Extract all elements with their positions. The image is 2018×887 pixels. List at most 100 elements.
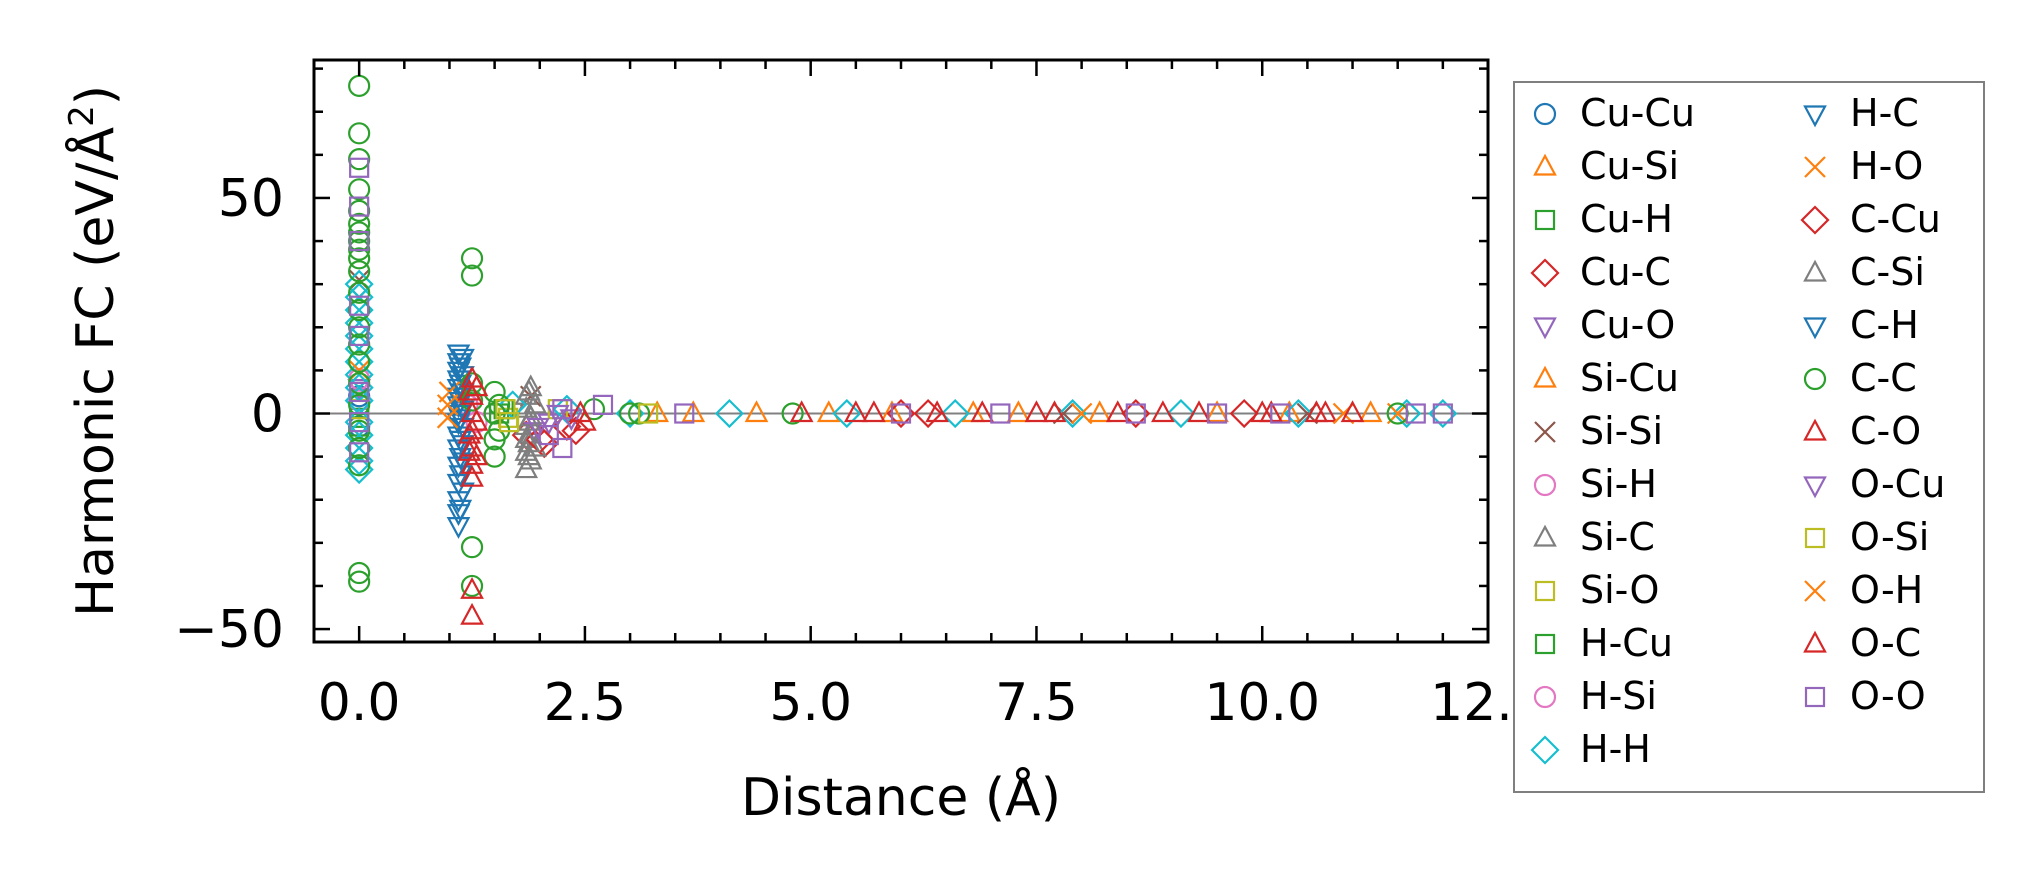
legend-label-cu-cu: Cu-Cu [1580, 91, 1695, 135]
x-tick-label: 7.5 [995, 673, 1078, 733]
legend-entry-h-cu: H-Cu [1534, 621, 1673, 665]
data-point-c-c [348, 281, 371, 304]
data-point-h-h [714, 398, 744, 429]
legend-marker-cu-c [1530, 258, 1560, 288]
legend-marker-c-o [1803, 418, 1827, 441]
data-point-c-cu [1229, 398, 1259, 429]
data-point-o-h [1070, 402, 1093, 425]
data-point-o-o [349, 442, 370, 463]
series-c-si [517, 378, 541, 466]
legend-entry-o-cu: O-Cu [1803, 462, 1945, 506]
data-point-o-o [1206, 403, 1228, 424]
data-point-o-o [349, 230, 370, 252]
legend-label-si-cu: Si-Cu [1580, 356, 1679, 400]
legend-entry-c-h: C-H [1803, 303, 1919, 347]
legend-entry-c-c: C-C [1803, 356, 1917, 400]
legend-label-c-si: C-Si [1850, 250, 1925, 294]
data-point-c-c [348, 178, 371, 201]
legend-label-cu-si: Cu-Si [1580, 144, 1679, 188]
legend-marker-si-h [1533, 473, 1557, 497]
legend-marker-si-c [1533, 524, 1557, 547]
data-point-c-o [460, 464, 484, 487]
legend-label-c-c: C-C [1850, 356, 1917, 400]
legend-entry-o-h: O-H [1804, 568, 1923, 612]
legend-marker-h-c [1803, 105, 1827, 128]
legend-label-cu-h: Cu-H [1580, 197, 1673, 241]
legend-label-si-c: Si-C [1580, 515, 1655, 559]
data-point-o-c [457, 438, 482, 461]
data-point-h-h [1058, 398, 1088, 429]
legend-label-o-c: O-C [1850, 621, 1921, 665]
data-point-c-h [448, 499, 473, 522]
legend-entry-cu-c: Cu-C [1530, 250, 1671, 294]
legend-marker-cu-cu [1533, 102, 1557, 126]
y-axis-label: Harmonic FC (eV/Å2) [62, 85, 126, 617]
data-point-o-o [349, 295, 370, 316]
data-point-c-c [781, 402, 804, 425]
series-o-si [495, 399, 659, 433]
legend-label-o-h: O-H [1850, 568, 1923, 612]
data-point-c-o [789, 400, 814, 423]
series-o-h [436, 394, 1355, 429]
legend-entry-cu-cu: Cu-Cu [1533, 91, 1695, 135]
y-axis-label-main: Harmonic FC (eV/Å [64, 126, 126, 617]
data-point-c-c [348, 247, 371, 270]
legend-marker-si-o [1534, 580, 1556, 602]
data-point-c-o [844, 400, 868, 423]
legend-label-o-o: O-O [1850, 674, 1926, 718]
data-point-o-o [990, 403, 1011, 424]
legend-marker-o-si [1804, 527, 1826, 549]
data-point-o-c [925, 400, 949, 423]
data-point-o-o [1125, 403, 1146, 424]
data-point-o-c [1024, 400, 1049, 423]
data-point-o-h [436, 407, 459, 429]
data-point-c-o [1042, 400, 1067, 423]
data-point-c-o [970, 400, 995, 423]
data-point-o-si [638, 403, 659, 424]
y-tick-label: −50 [174, 600, 284, 660]
plot-area [314, 60, 1488, 642]
data-point-o-o [349, 196, 370, 217]
data-point-o-o [1405, 403, 1426, 424]
series-o-o [349, 157, 1453, 463]
data-point-c-h [448, 374, 473, 397]
data-point-cu-si [744, 400, 769, 423]
legend-entry-si-cu: Si-Cu [1533, 356, 1679, 400]
data-point-c-c [460, 264, 484, 287]
y-tick-label: 50 [218, 169, 284, 229]
data-point-c-si [517, 408, 541, 431]
legend-marker-h-h [1530, 735, 1560, 765]
data-point-c-o [1151, 400, 1175, 423]
legend: Cu-Cu Cu-Si Cu-H Cu-C Cu-O Si-Cu Si-Si Si-H Si-C… [1513, 81, 1985, 793]
data-point-o-o [1270, 403, 1291, 424]
data-point-cu-o [347, 379, 371, 401]
legend-entry-c-cu: C-Cu [1800, 197, 1941, 241]
y-axis-label-superscript: 2 [62, 105, 102, 127]
data-point-o-o [552, 399, 573, 420]
legend-entry-si-o: Si-O [1534, 568, 1659, 612]
legend-marker-o-c [1803, 630, 1827, 653]
data-point-c-h [448, 465, 473, 488]
data-point-o-si [495, 399, 516, 420]
legend-entry-o-o: O-O [1804, 674, 1926, 718]
data-point-c-c [348, 350, 371, 373]
data-points [344, 74, 1458, 625]
data-point-c-h [448, 448, 473, 470]
plot-frame [312, 58, 1490, 644]
legend-label-c-o: C-O [1850, 409, 1921, 453]
y-axis-label-close: ) [66, 85, 126, 105]
data-point-o-c [1340, 400, 1365, 423]
x-tick-label: 0.0 [318, 673, 401, 733]
data-point-c-c [460, 574, 484, 598]
legend-entry-cu-h: Cu-H [1534, 197, 1673, 241]
x-axis-label: Distance (Å) [741, 766, 1061, 828]
legend-label-si-o: Si-O [1580, 568, 1659, 612]
legend-entry-h-o: H-O [1804, 144, 1923, 188]
data-point-o-c [457, 378, 482, 401]
legend-entry-c-o: C-O [1803, 409, 1921, 453]
data-point-c-c [348, 393, 371, 416]
data-point-c-c [348, 260, 371, 283]
legend-label-h-c: H-C [1850, 91, 1919, 135]
